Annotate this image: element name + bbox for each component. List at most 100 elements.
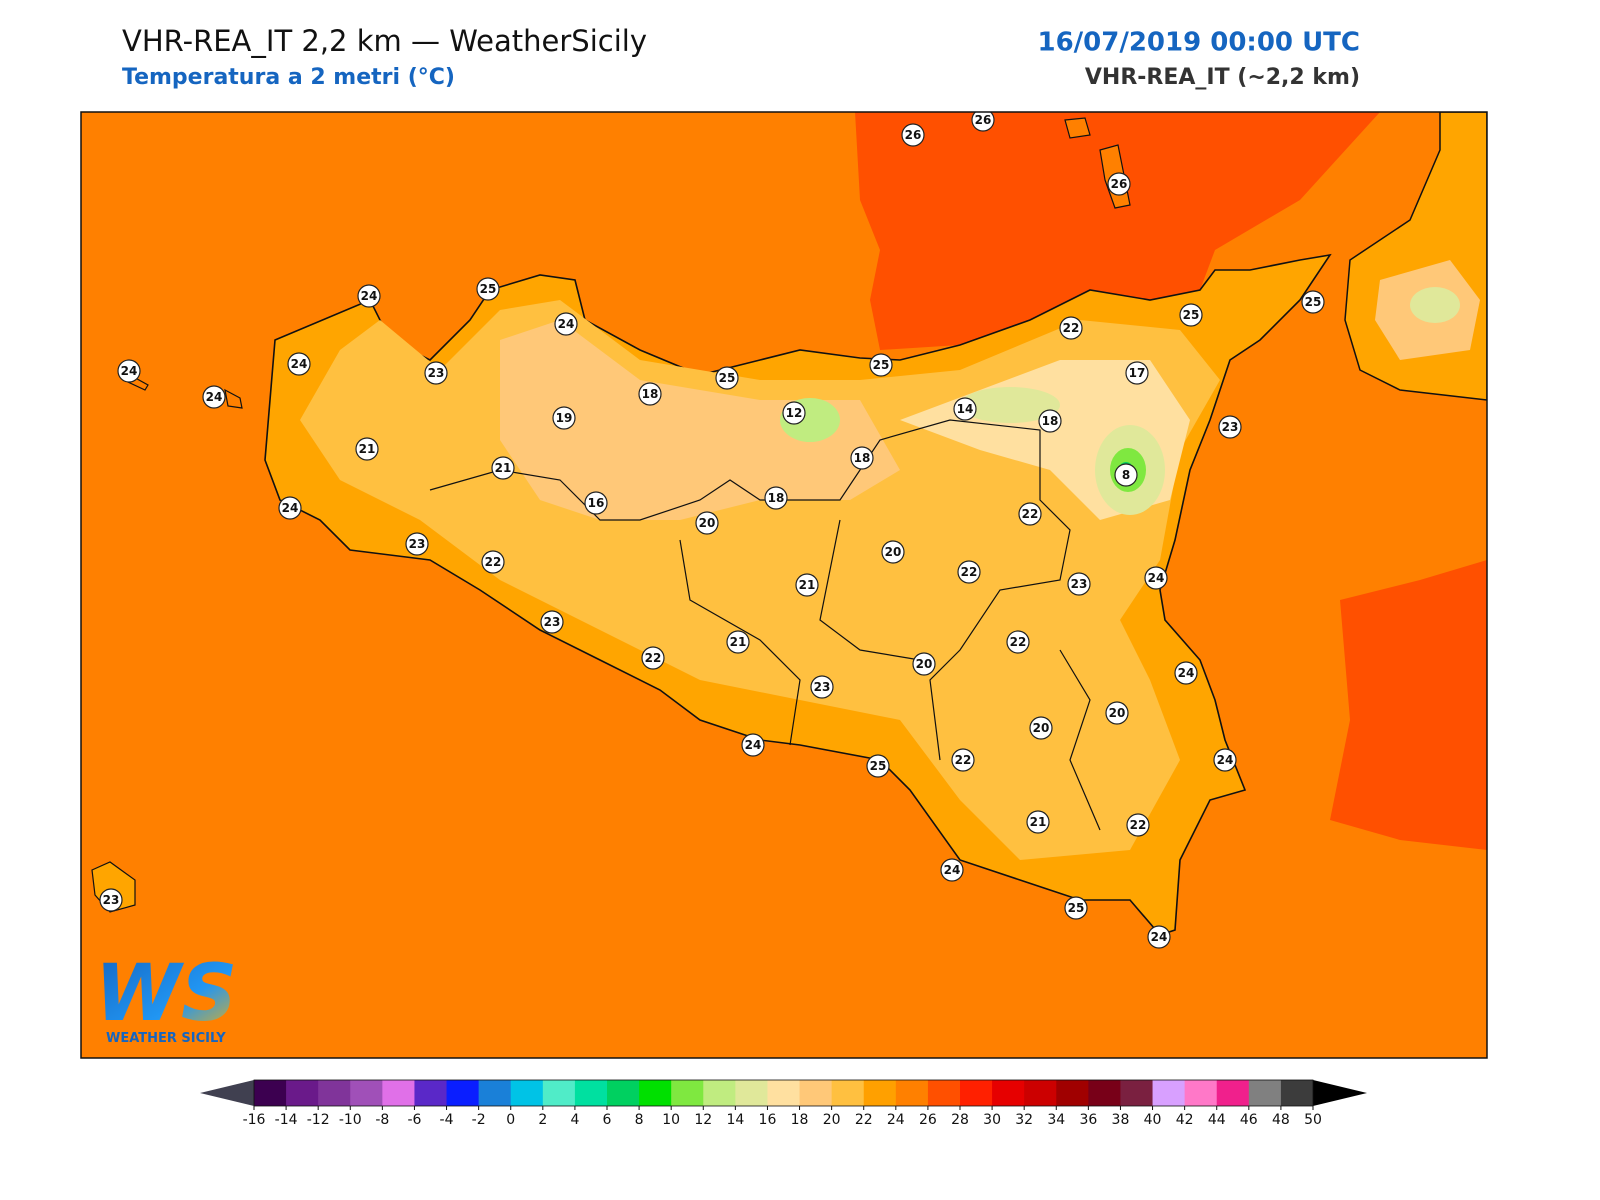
colorbar-segment (1120, 1080, 1154, 1106)
colorbar-segment (703, 1080, 736, 1106)
station-marker (1179, 303, 1203, 327)
station-marker (1018, 502, 1042, 526)
colorbar-tick-label: 40 (1144, 1112, 1162, 1128)
station-marker (1213, 748, 1237, 772)
station-marker (971, 112, 995, 132)
station-value: 25 (480, 282, 497, 296)
station-marker (476, 277, 500, 301)
colorbar-segment (863, 1080, 897, 1106)
station-value: 21 (1030, 815, 1047, 829)
station-value: 22 (1010, 635, 1027, 649)
colorbar-tick-label: 48 (1272, 1112, 1290, 1128)
station-marker (953, 397, 977, 421)
station-marker (1301, 290, 1325, 314)
station-marker (540, 610, 564, 634)
station-marker (584, 491, 608, 515)
station-value: 24 (361, 289, 378, 303)
station-marker (1029, 716, 1053, 740)
colorbar-tick-label: 28 (951, 1112, 969, 1128)
colorbar-segment (799, 1080, 833, 1106)
station-value: 21 (495, 461, 512, 475)
station-marker (1147, 925, 1171, 949)
colorbar-segment (1056, 1080, 1089, 1106)
colorbar-tick-label: 0 (506, 1112, 515, 1128)
station-value: 25 (1068, 901, 1085, 915)
colorbar-tick-label: -2 (472, 1112, 486, 1128)
colorbar-tick-label: 8 (635, 1112, 644, 1128)
station-marker (481, 550, 505, 574)
colorbar-segment (286, 1080, 319, 1106)
colorbar-segment (350, 1080, 383, 1106)
colorbar-tick-label: 42 (1176, 1112, 1194, 1128)
province-border (429, 419, 1071, 761)
colorbar-tick-label: 12 (694, 1112, 712, 1128)
colorbar-over (1313, 1080, 1367, 1106)
station-marker (202, 385, 226, 409)
station-value: 24 (1178, 666, 1195, 680)
colorbar-segment (1248, 1080, 1282, 1106)
station-value: 20 (916, 657, 933, 671)
station-marker (1038, 409, 1062, 433)
station-marker (1026, 810, 1050, 834)
station-marker (940, 858, 964, 882)
station-marker (850, 446, 874, 470)
station-marker (795, 573, 819, 597)
station-marker (901, 123, 925, 147)
colorbar-tick-label: 16 (759, 1112, 777, 1128)
colorbar-segment (992, 1080, 1025, 1106)
colorbar-segment (767, 1080, 801, 1106)
colorbar-segment (1024, 1080, 1057, 1106)
colorbar-segment (318, 1080, 351, 1106)
colorbar-segment (1088, 1080, 1121, 1106)
station-value: 23 (1071, 577, 1088, 591)
colorbar-segment (254, 1080, 287, 1106)
colorbar-segment (542, 1080, 576, 1106)
station-value: 22 (485, 555, 502, 569)
station-value: 20 (1033, 721, 1050, 735)
colorbar-tick-label: -10 (339, 1112, 362, 1128)
station-value: 18 (854, 451, 871, 465)
station-value: 18 (768, 491, 785, 505)
colorbar-segment (446, 1080, 480, 1106)
colorbar-tick-label: 50 (1304, 1112, 1322, 1128)
colorbar-tick-label: 20 (823, 1112, 841, 1128)
colorbar-segment (1184, 1080, 1218, 1106)
station-value: 22 (955, 753, 972, 767)
colorbar-tick-label: 18 (791, 1112, 809, 1128)
station-value: 24 (745, 738, 762, 752)
station-marker (726, 630, 750, 654)
stations: 26 26 26 24 25 24 25 25 22 24 24 24 23 25 25 17 18 19 12 14… (99, 112, 1325, 949)
station-value: 20 (699, 516, 716, 530)
station-value: 22 (1022, 507, 1039, 521)
station-marker (287, 352, 311, 376)
station-marker (741, 733, 765, 757)
station-value: 24 (282, 501, 299, 515)
colorbar-segment (639, 1080, 672, 1106)
station-value: 25 (870, 759, 887, 773)
station-marker (1174, 661, 1198, 685)
station-value: 14 (957, 402, 974, 416)
station-value: 23 (1222, 420, 1239, 434)
station-marker (1006, 630, 1030, 654)
station-marker (355, 437, 379, 461)
station-marker (357, 284, 381, 308)
station-value: 24 (1148, 571, 1165, 585)
colorbar-tick-label: 2 (538, 1112, 547, 1128)
station-value: 21 (799, 578, 816, 592)
colorbar-tick-label: 34 (1047, 1112, 1065, 1128)
station-marker (1105, 701, 1129, 725)
station-marker (782, 401, 806, 425)
colorbar-segment (478, 1080, 512, 1106)
station-marker (638, 382, 662, 406)
colorbar-tick-label: 10 (662, 1112, 680, 1128)
station-marker (951, 748, 975, 772)
colorbar-segment (510, 1080, 544, 1106)
colorbar-tick-label: -4 (440, 1112, 454, 1128)
station-value: 18 (642, 387, 659, 401)
station-value: 24 (558, 317, 575, 331)
datetime: 16/07/2019 00:00 UTC (1037, 28, 1360, 58)
station-value: 22 (645, 651, 662, 665)
station-marker (1107, 172, 1131, 196)
station-value: 25 (1183, 308, 1200, 322)
